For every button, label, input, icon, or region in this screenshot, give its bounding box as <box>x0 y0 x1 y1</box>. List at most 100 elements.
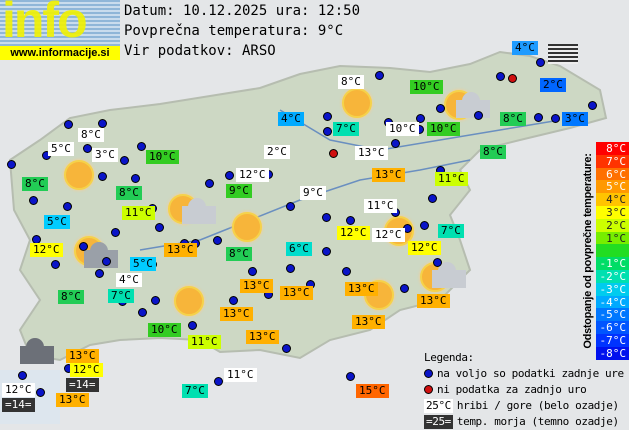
scale-step: -8°C <box>596 346 629 360</box>
cloud-icon <box>456 92 490 118</box>
cloud-icon <box>20 338 54 364</box>
station-dot <box>131 174 140 183</box>
station-temperature: 8°C <box>338 75 364 89</box>
sun-icon <box>342 88 372 118</box>
station-dot <box>391 139 400 148</box>
legend-sea: temp. morja (temno ozadje) <box>456 414 619 428</box>
station-temperature: 8°C <box>78 128 104 142</box>
station-temperature: 7°C <box>333 122 359 136</box>
station-temperature: 10°C <box>148 323 181 337</box>
station-temperature: 15°C <box>356 384 389 398</box>
cloud-icon <box>182 198 216 224</box>
station-temperature: 3°C <box>562 112 588 126</box>
station-temperature: 3°C <box>92 148 118 162</box>
legend-mountain-sample: 25°C <box>424 398 453 413</box>
station-dot <box>229 296 238 305</box>
station-temperature: 12°C <box>236 168 269 182</box>
station-dot <box>322 213 331 222</box>
station-temperature: 11°C <box>364 199 397 213</box>
station-dot <box>213 236 222 245</box>
station-temperature: 7°C <box>182 384 208 398</box>
station-dot <box>225 171 234 180</box>
river <box>279 109 561 151</box>
station-temperature: 6°C <box>286 242 312 256</box>
station-temperature: 13°C <box>345 282 378 296</box>
legend-sea-sample: =25= <box>424 414 453 429</box>
station-dot <box>375 71 384 80</box>
station-dot <box>400 284 409 293</box>
station-dot <box>188 321 197 330</box>
station-temperature: 8°C <box>58 290 84 304</box>
station-temperature: 10°C <box>410 80 443 94</box>
legend-mountain: hribi / gore (belo ozadje) <box>456 398 619 412</box>
scale-title: Odstopanje od povprečne temperature: <box>582 153 594 349</box>
station-dot <box>205 179 214 188</box>
station-dot-missing <box>508 74 517 83</box>
scale-step <box>596 244 629 258</box>
station-temperature: 8°C <box>500 112 526 126</box>
station-dot <box>138 308 147 317</box>
station-dot <box>214 377 223 386</box>
deviation-scale: 8°C 7°C 6°C 5°C 4°C 3°C 2°C 1°C -1°C -2°C -3°C -4°C… <box>596 142 629 360</box>
station-dot <box>98 172 107 181</box>
station-dot <box>51 260 60 269</box>
station-dot <box>286 264 295 273</box>
scale-step: 5°C <box>596 180 629 193</box>
station-temperature: 10°C <box>386 122 419 136</box>
station-dot <box>433 258 442 267</box>
station-temperature: 10°C <box>427 122 460 136</box>
station-temperature: 9°C <box>300 186 326 200</box>
station-temperature: 11°C <box>224 368 257 382</box>
scale-step: 2°C <box>596 218 629 232</box>
station-temperature: 13°C <box>66 349 99 363</box>
legend-missing: ni podatka za zadnjo uro <box>437 382 587 396</box>
station-dot <box>534 113 543 122</box>
station-temperature: 12°C <box>70 363 103 377</box>
station-temperature: 12°C <box>372 228 405 242</box>
station-temperature: 2°C <box>264 145 290 159</box>
station-dot <box>64 120 73 129</box>
station-dot <box>323 112 332 121</box>
station-dot <box>18 371 27 380</box>
scale-step: -7°C <box>596 333 629 347</box>
station-dot <box>416 114 425 123</box>
station-dot <box>98 119 107 128</box>
sea <box>0 370 60 424</box>
flag-icon <box>548 44 578 64</box>
logo[interactable]: info www.informacije.si <box>0 0 120 60</box>
station-dot <box>536 58 545 67</box>
station-dot <box>120 156 129 165</box>
cloud-icon <box>84 242 118 268</box>
legend-available: na voljo so podatki zadnje ure <box>437 366 624 380</box>
station-dot <box>248 267 257 276</box>
station-dot <box>36 388 45 397</box>
station-temperature: 13°C <box>246 330 279 344</box>
station-temperature: 8°C <box>116 186 142 200</box>
station-dot <box>63 202 72 211</box>
station-dot <box>286 202 295 211</box>
scale-step: 7°C <box>596 154 629 168</box>
station-temperature: 4°C <box>278 112 304 126</box>
scale-step: -1°C <box>596 257 629 270</box>
station-dot <box>137 142 146 151</box>
station-temperature: 8°C <box>480 145 506 159</box>
sun-icon <box>232 212 262 242</box>
scale-step: 8°C <box>596 142 629 155</box>
station-temperature: 13°C <box>352 315 385 329</box>
station-temperature: 13°C <box>372 168 405 182</box>
station-temperature: 12°C <box>30 243 63 257</box>
scale-step: 4°C <box>596 193 629 206</box>
country-shape <box>8 50 608 362</box>
station-dot <box>7 160 16 169</box>
average-temperature: Povprečna temperatura: 9°C <box>124 23 344 39</box>
scale-step: -3°C <box>596 282 629 296</box>
station-temperature: 12°C <box>2 383 35 397</box>
blue-dot-icon <box>424 369 433 378</box>
station-temperature: 8°C <box>22 177 48 191</box>
scale-step: 1°C <box>596 231 629 244</box>
date-time: Datum: 10.12.2025 ura: 12:50 <box>124 3 361 19</box>
scale-step: -5°C <box>596 308 629 321</box>
station-temperature: =14= <box>2 398 35 412</box>
station-temperature: 13°C <box>280 286 313 300</box>
logo-url[interactable]: www.informacije.si <box>0 46 120 60</box>
